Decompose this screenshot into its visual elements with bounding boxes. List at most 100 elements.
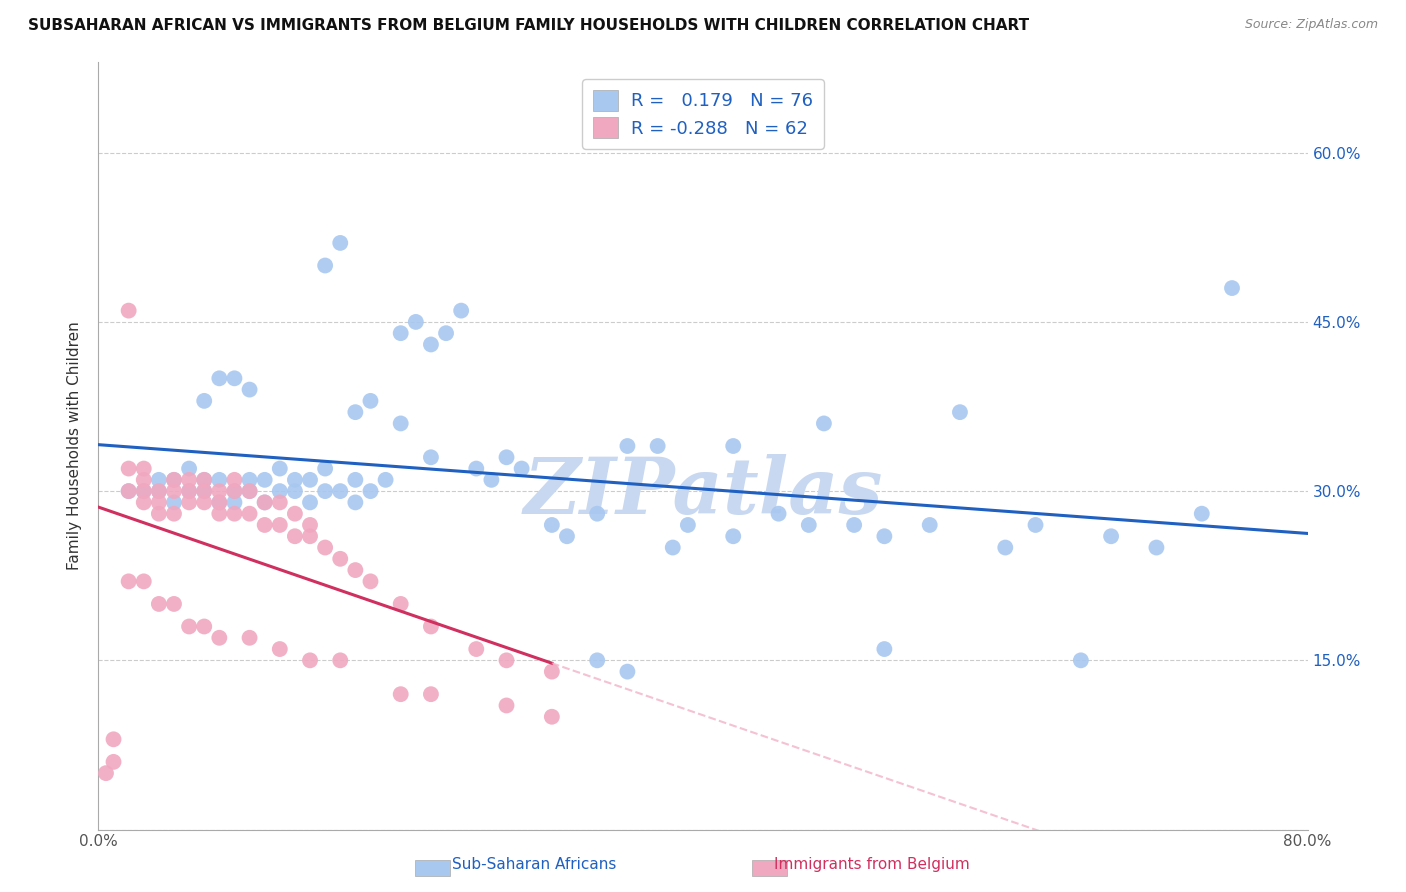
Point bbox=[148, 484, 170, 499]
Point bbox=[661, 541, 683, 555]
Point bbox=[224, 507, 246, 521]
Point bbox=[163, 495, 186, 509]
Point bbox=[132, 495, 155, 509]
Point bbox=[1099, 529, 1122, 543]
Point bbox=[269, 518, 291, 533]
Point bbox=[224, 371, 246, 385]
Point bbox=[465, 461, 488, 475]
Point bbox=[118, 484, 141, 499]
Point bbox=[314, 484, 336, 499]
Point bbox=[510, 461, 533, 475]
Point bbox=[253, 473, 276, 487]
Point bbox=[465, 642, 488, 657]
Point bbox=[1144, 541, 1167, 555]
Point bbox=[208, 473, 231, 487]
Legend: R =   0.179   N = 76, R = -0.288   N = 62: R = 0.179 N = 76, R = -0.288 N = 62 bbox=[582, 79, 824, 149]
Point bbox=[420, 687, 443, 701]
Point bbox=[148, 507, 170, 521]
Point bbox=[844, 518, 866, 533]
Point bbox=[1070, 653, 1092, 667]
Point bbox=[193, 619, 215, 633]
Point bbox=[179, 495, 201, 509]
Point bbox=[239, 473, 262, 487]
Y-axis label: Family Households with Children: Family Households with Children bbox=[67, 322, 83, 570]
Point bbox=[193, 473, 215, 487]
Point bbox=[389, 597, 412, 611]
Point bbox=[813, 417, 835, 431]
Point bbox=[389, 417, 412, 431]
Point bbox=[676, 518, 699, 533]
Point bbox=[179, 461, 201, 475]
FancyBboxPatch shape bbox=[415, 860, 450, 876]
Point bbox=[918, 518, 941, 533]
Point bbox=[360, 393, 382, 408]
Point bbox=[616, 439, 638, 453]
Point bbox=[193, 393, 215, 408]
Point bbox=[344, 473, 367, 487]
Point bbox=[208, 495, 231, 509]
Text: ZIPatlas: ZIPatlas bbox=[523, 454, 883, 530]
Point bbox=[1024, 518, 1046, 533]
Point bbox=[193, 484, 215, 499]
Text: Sub-Saharan Africans: Sub-Saharan Africans bbox=[453, 857, 616, 872]
Point bbox=[994, 541, 1017, 555]
Point bbox=[148, 473, 170, 487]
Point bbox=[723, 439, 745, 453]
Point bbox=[132, 574, 155, 589]
Point bbox=[224, 473, 246, 487]
Point bbox=[269, 461, 291, 475]
Point bbox=[481, 473, 503, 487]
Point bbox=[329, 551, 352, 566]
Point bbox=[118, 574, 141, 589]
Point bbox=[239, 631, 262, 645]
Point bbox=[163, 473, 186, 487]
Point bbox=[208, 495, 231, 509]
Point bbox=[420, 450, 443, 465]
Point bbox=[299, 473, 322, 487]
Point bbox=[208, 484, 231, 499]
Point bbox=[434, 326, 457, 341]
Point bbox=[132, 484, 155, 499]
Point bbox=[873, 642, 896, 657]
Point bbox=[405, 315, 427, 329]
Point bbox=[253, 495, 276, 509]
Point bbox=[495, 450, 517, 465]
Point bbox=[586, 507, 609, 521]
Point bbox=[193, 484, 215, 499]
Point bbox=[118, 461, 141, 475]
Point bbox=[224, 484, 246, 499]
Point bbox=[193, 495, 215, 509]
Point bbox=[148, 597, 170, 611]
Point bbox=[208, 507, 231, 521]
Point bbox=[329, 484, 352, 499]
Point bbox=[163, 597, 186, 611]
Point bbox=[94, 766, 117, 780]
Point bbox=[555, 529, 578, 543]
Point bbox=[224, 495, 246, 509]
Point bbox=[239, 484, 262, 499]
Point bbox=[284, 507, 307, 521]
Point bbox=[495, 653, 517, 667]
Point bbox=[239, 507, 262, 521]
Point bbox=[269, 484, 291, 499]
Point bbox=[224, 484, 246, 499]
Point bbox=[1220, 281, 1243, 295]
Point bbox=[420, 337, 443, 351]
Point bbox=[540, 518, 562, 533]
Point bbox=[360, 574, 382, 589]
Point bbox=[647, 439, 669, 453]
Point bbox=[179, 484, 201, 499]
Point bbox=[208, 631, 231, 645]
Point bbox=[163, 484, 186, 499]
Point bbox=[299, 518, 322, 533]
Point bbox=[360, 484, 382, 499]
Point bbox=[299, 495, 322, 509]
Point bbox=[420, 619, 443, 633]
Point bbox=[949, 405, 972, 419]
Point bbox=[344, 495, 367, 509]
Point bbox=[163, 473, 186, 487]
Point bbox=[118, 484, 141, 499]
Point bbox=[148, 495, 170, 509]
Point bbox=[179, 619, 201, 633]
Point bbox=[239, 383, 262, 397]
